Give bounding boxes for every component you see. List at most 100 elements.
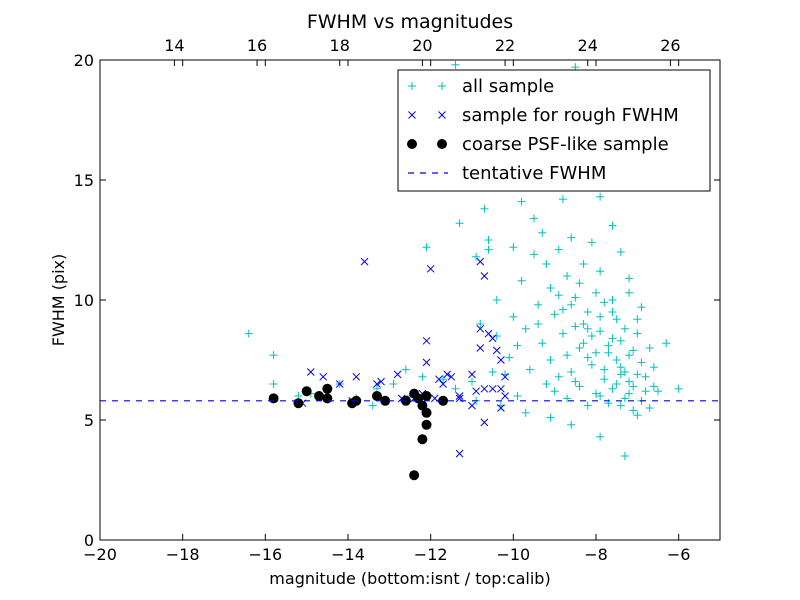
data-point [563,351,572,360]
legend-marker [408,111,416,119]
legend-label: coarse PSF-like sample [462,134,669,155]
data-point [575,279,584,288]
data-point [513,341,522,350]
data-point [554,245,563,254]
data-point [616,248,625,256]
data-point [616,336,625,345]
data-point [592,288,600,297]
data-point [538,339,547,348]
legend-marker [408,82,416,90]
data-point [620,452,629,460]
data-point [319,372,328,381]
data-point [625,377,634,386]
data-point [579,320,588,328]
data-point [389,380,398,388]
data-point [422,243,431,252]
data-point [439,375,448,384]
top-tick-label: 18 [330,36,350,55]
data-point [558,195,567,204]
data-point [616,363,625,372]
data-point [600,365,609,374]
legend-entry: all sample [408,76,554,97]
data-point [616,401,625,410]
data-point [455,392,464,400]
x-tick-label: −6 [667,545,691,564]
data-point [563,394,572,403]
data-point [662,339,671,348]
data-layer [100,60,720,481]
legend: all sample sample for rough FWHM coarse PS… [397,69,711,192]
data-point [360,257,369,266]
data-point [476,320,485,328]
data-point [596,267,605,276]
data-point [587,238,596,247]
data-point [596,327,605,336]
data-point [645,344,654,352]
data-point [497,356,505,364]
data-point [497,384,505,393]
data-point [583,353,592,362]
data-point [600,375,609,384]
legend-label: all sample [462,76,554,97]
data-point [422,358,431,367]
data-point [314,391,325,401]
data-point [641,387,650,396]
data-point [530,214,538,223]
data-point [417,434,428,445]
data-point [620,368,629,376]
data-point [269,351,278,360]
data-point [550,310,559,319]
data-point [558,305,567,314]
data-point [546,413,555,422]
data-point [480,204,489,213]
data-point [629,382,638,391]
data-point [620,394,629,403]
data-point [322,393,333,404]
data-point [567,420,576,429]
data-point [612,315,621,324]
data-point [521,324,530,333]
legend-marker [438,111,446,119]
plot-frame [99,59,721,541]
data-point [439,380,447,388]
data-point [587,360,596,369]
data-point [608,384,617,393]
data-point [567,368,576,376]
data-point [418,372,427,381]
y-tick-label: 20 [74,51,94,70]
legend-marker [438,82,446,90]
data-point [501,372,509,381]
data-point [306,368,315,376]
data-point [579,339,588,348]
legend-box [397,69,711,192]
data-point [517,276,526,285]
data-point [422,336,431,345]
data-point [600,298,609,307]
data-point [608,296,617,304]
data-point [468,377,476,386]
series-2 [268,383,449,481]
data-point [293,398,304,409]
y-tick-label: 15 [74,171,94,190]
data-point [633,329,642,338]
data-point [377,377,385,386]
data-point [525,365,534,374]
data-point [492,346,501,355]
data-point [421,407,432,418]
data-point [583,308,592,316]
data-point [554,372,563,381]
data-point [587,332,596,340]
legend-marker [407,139,417,149]
legend-label: tentative FWHM [462,163,606,184]
data-point [592,348,600,357]
data-point [592,389,600,398]
data-point [575,382,584,391]
data-point [558,329,567,338]
data-point [509,312,518,321]
data-point [534,320,543,328]
x-tick-label: −18 [166,545,200,564]
data-point [455,449,464,458]
data-point [393,370,402,379]
data-point [447,372,456,381]
